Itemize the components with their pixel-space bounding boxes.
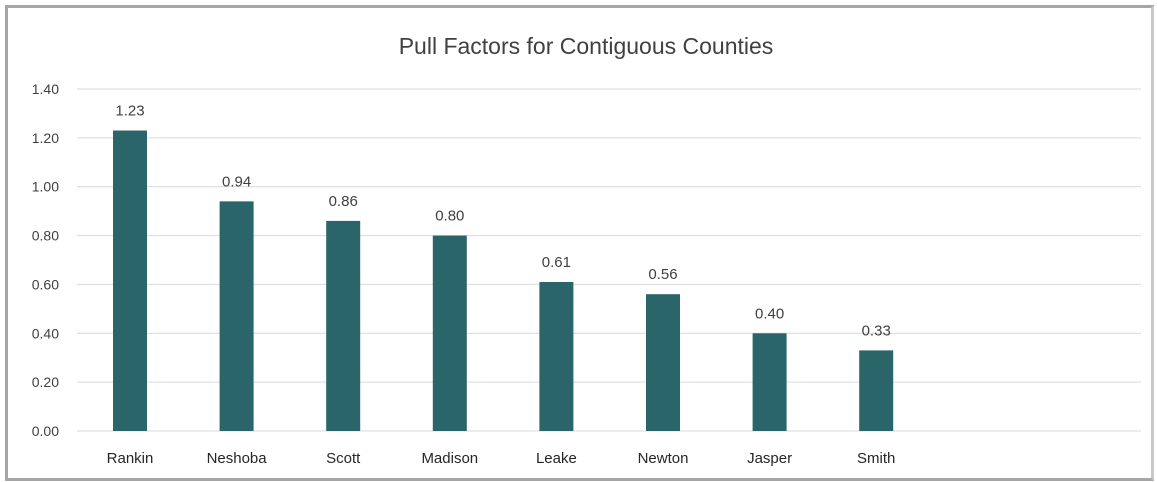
data-label: 1.23 xyxy=(115,103,144,120)
bar-leake xyxy=(539,281,574,431)
y-tick-label: 1.00 xyxy=(32,179,59,195)
y-tick-label: 0.00 xyxy=(32,423,59,439)
bar-neshoba xyxy=(219,201,254,431)
data-label: 0.80 xyxy=(435,208,464,225)
y-tick-label: 0.60 xyxy=(32,276,59,292)
data-label: 0.94 xyxy=(222,173,251,190)
y-axis: 0.00 0.20 0.40 0.60 0.80 1.00 1.20 1.40 xyxy=(32,81,59,439)
bar-jasper xyxy=(752,333,787,431)
bar-madison xyxy=(432,235,467,431)
bar-scott xyxy=(326,220,361,431)
bar-rankin xyxy=(113,130,147,431)
chart-title: Pull Factors for Contiguous Counties xyxy=(399,33,774,59)
x-axis: Rankin Neshoba Scott Madison Leake Newton Jasp… xyxy=(107,450,896,467)
data-label: 0.56 xyxy=(648,266,677,283)
gridlines xyxy=(77,88,1141,432)
chart-frame xyxy=(5,5,1154,481)
bars xyxy=(113,130,894,431)
data-labels: 1.23 0.94 0.86 0.80 0.61 0.56 0.40 0.33 xyxy=(115,103,890,340)
x-category-label: Rankin xyxy=(107,450,154,467)
y-tick-label: 1.20 xyxy=(32,130,59,146)
y-tick-label: 0.80 xyxy=(32,228,59,244)
x-category-label: Leake xyxy=(536,450,577,467)
y-tick-label: 0.40 xyxy=(32,325,59,341)
data-label: 0.33 xyxy=(862,322,891,339)
x-category-label: Smith xyxy=(857,450,895,467)
x-category-label: Neshoba xyxy=(207,450,268,467)
data-label: 0.40 xyxy=(755,305,784,322)
y-tick-label: 1.40 xyxy=(32,81,59,97)
x-category-label: Madison xyxy=(421,450,478,467)
bar-smith xyxy=(859,350,894,431)
data-label: 0.61 xyxy=(542,254,571,271)
data-label: 0.86 xyxy=(329,193,358,210)
x-category-label: Scott xyxy=(326,450,361,467)
bar-newton xyxy=(646,294,680,431)
y-tick-label: 0.20 xyxy=(32,374,59,390)
x-category-label: Newton xyxy=(638,450,689,467)
x-category-label: Jasper xyxy=(747,450,792,467)
